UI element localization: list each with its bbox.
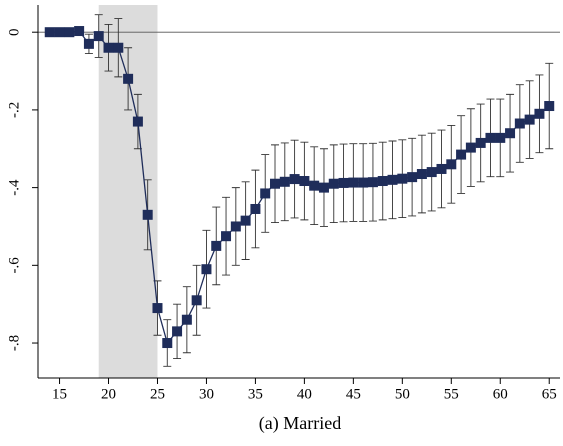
marker [377,176,388,187]
marker [524,114,535,125]
marker [44,27,55,38]
marker [211,240,222,251]
marker [181,314,192,325]
marker [123,73,134,84]
marker [446,159,457,170]
marker [260,188,271,199]
marker [456,149,467,160]
marker [103,42,114,53]
marker [309,180,320,191]
x-tick-label: 20 [101,386,116,402]
marker [465,142,476,153]
marker [83,38,94,49]
marker [221,231,232,242]
caption: (a) Married [259,413,341,434]
marker [54,27,65,38]
marker [514,118,525,129]
marker [426,167,437,178]
x-tick-label: 35 [248,386,263,402]
x-tick-label: 60 [493,386,508,402]
marker [328,178,339,189]
marker [162,338,173,349]
x-tick-label: 25 [150,386,165,402]
marker [191,295,202,306]
x-tick-label: 45 [346,386,361,402]
marker [201,264,212,275]
x-tick-label: 55 [444,386,459,402]
marker [367,177,378,188]
marker [475,137,486,148]
y-tick-label: 0 [6,28,22,36]
marker [544,101,555,112]
marker [358,177,369,188]
marker [534,108,545,119]
marker [348,177,359,188]
marker [318,182,329,193]
x-tick-label: 40 [297,386,312,402]
marker [230,221,241,232]
y-tick-label: -.2 [6,102,22,118]
marker [299,176,310,187]
y-tick-label: -.8 [6,335,22,351]
marker [436,163,447,174]
y-tick-label: -.6 [6,257,22,274]
marker [270,178,281,189]
marker [485,132,496,143]
x-tick-label: 30 [199,386,214,402]
marker [505,128,516,139]
marker [289,174,300,185]
marker [64,27,75,38]
marker [416,169,427,180]
marker [397,173,408,184]
marker [93,31,104,42]
marker [495,132,506,143]
marker [74,26,85,37]
marker [152,303,163,314]
marker [240,215,251,226]
marker [338,177,349,188]
x-tick-label: 15 [52,386,67,402]
marker [172,326,183,337]
marker [132,116,143,127]
marker [279,176,290,187]
marker [407,172,418,183]
marker [387,174,398,185]
marker [250,203,261,214]
x-tick-label: 65 [542,386,557,402]
marker [113,42,124,53]
marker [142,209,153,220]
y-tick-label: -.4 [6,179,22,196]
x-tick-label: 50 [395,386,410,402]
